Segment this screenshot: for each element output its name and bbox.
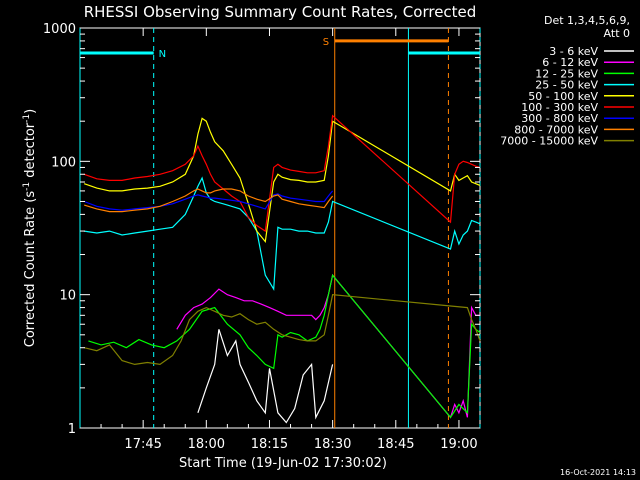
x-tick-label-1: 18:00 <box>188 437 225 452</box>
x-axis-label: Start Time (19-Jun-02 17:30:02) <box>179 456 387 471</box>
y-axis-label-main: Corrected Count Rate (s <box>23 191 38 348</box>
y-tick-label-3: 1000 <box>43 22 76 37</box>
state-bar-label-0: N <box>159 49 166 60</box>
x-axis-ticks: 17:45 18:00 18:15 18:30 18:45 19:00 <box>100 28 478 452</box>
y-axis-label-end: ) <box>23 109 38 114</box>
legend-label-4: 50 - 100 keV <box>528 90 598 103</box>
series-lines <box>83 114 481 424</box>
series-5-line <box>83 114 481 233</box>
x-tick-label-4: 18:45 <box>377 437 414 452</box>
state-bars: NS <box>80 37 480 60</box>
legend-header-0: Det 1,3,4,5,6,9, <box>544 14 630 27</box>
x-tick-label-0: 17:45 <box>124 437 161 452</box>
series-8-line <box>84 294 481 366</box>
y-axis-label-sup2: -1 <box>22 114 32 123</box>
state-bar-label-2: S <box>323 37 329 48</box>
legend-header-1: Att 0 <box>604 27 630 40</box>
legend-label-1: 6 - 12 keV <box>542 56 598 69</box>
legend-label-5: 100 - 300 keV <box>521 101 598 114</box>
y-axis-label-sup1: -1 <box>22 182 32 191</box>
legend-label-8: 7000 - 15000 keV <box>500 135 598 148</box>
x-tick-label-2: 18:15 <box>251 437 288 452</box>
legend-label-6: 300 - 800 keV <box>521 112 598 125</box>
legend-label-7: 800 - 7000 keV <box>514 123 598 136</box>
y-tick-label-1: 10 <box>59 289 76 304</box>
y-axis-label: Corrected Count Rate (s-1 detector-1) <box>22 109 38 347</box>
legend-label-2: 12 - 25 keV <box>535 67 598 80</box>
legend-label-0: 3 - 6 keV <box>549 45 598 58</box>
x-tick-label-5: 19:00 <box>440 437 477 452</box>
y-axis-ticks: 1 10 100 1000 <box>43 22 480 437</box>
series-7-line <box>84 188 334 213</box>
y-tick-label-0: 1 <box>68 422 76 437</box>
x-tick-label-3: 18:30 <box>314 437 351 452</box>
chart-title: RHESSI Observing Summary Count Rates, Co… <box>84 3 477 21</box>
y-axis-label-mid: detector <box>23 122 38 182</box>
vertical-markers <box>79 28 481 428</box>
footer-date: 16-Oct-2021 14:13 <box>560 468 636 477</box>
series-1-line <box>176 273 480 419</box>
series-2-line <box>88 273 481 419</box>
y-tick-label-2: 100 <box>51 155 76 170</box>
series-0-line <box>197 329 334 424</box>
series-4-line <box>84 117 481 244</box>
series-6-line <box>83 190 334 211</box>
legend-label-3: 25 - 50 keV <box>535 79 598 92</box>
